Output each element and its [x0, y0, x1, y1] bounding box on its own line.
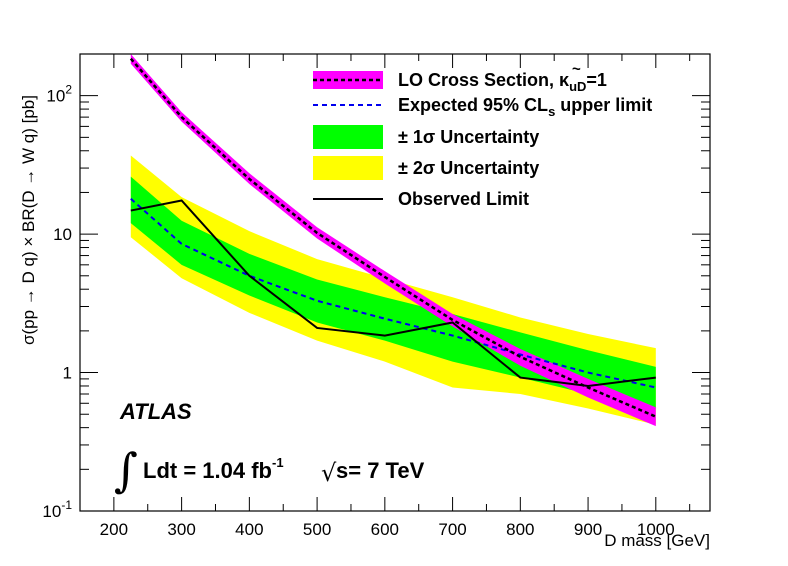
experiment-label: ATLAS — [119, 399, 192, 424]
legend: LO Cross Section, κuD=1~Expected 95% CLs… — [313, 61, 652, 209]
x-tick-label: 600 — [371, 520, 399, 539]
x-tick-label: 500 — [303, 520, 331, 539]
lo-cross-section-band — [130, 54, 656, 427]
x-tick-label: 900 — [574, 520, 602, 539]
y-tick-base: 10 — [42, 502, 61, 521]
x-tick-label: 300 — [167, 520, 195, 539]
energy-label: s= 7 TeV — [336, 458, 425, 483]
legend-label-text: ± 2σ Uncertainty — [398, 158, 539, 178]
legend-label-subscript: s — [548, 104, 555, 119]
x-tick-label: 800 — [506, 520, 534, 539]
y-tick-label: 10 — [53, 225, 72, 244]
x-tick-label: 700 — [438, 520, 466, 539]
legend-label-text: ± 1σ Uncertainty — [398, 127, 539, 147]
legend-label-observed: Observed Limit — [398, 189, 529, 209]
observed-limit-line — [130, 199, 656, 387]
expected-limit-line — [130, 198, 657, 389]
legend-label-suffix: =1 — [586, 70, 607, 90]
lines-layer — [129, 57, 657, 418]
luminosity-prefix: Ldt = 1.04 fb — [143, 458, 272, 483]
legend-label-text: Expected 95% CL — [398, 95, 548, 115]
y-tick-exponent: -1 — [61, 498, 72, 512]
y-tick-base: 10 — [46, 87, 65, 106]
legend-label-subscript: uD — [569, 79, 586, 94]
legend-label-text: Observed Limit — [398, 189, 529, 209]
y-tick-label: 102 — [46, 83, 72, 106]
x-tick-label: 1000 — [637, 520, 675, 539]
y-tick-exponent: 2 — [65, 83, 72, 97]
x-tick-label: 200 — [100, 520, 128, 539]
one-sigma-band — [130, 176, 656, 409]
legend-swatch-one-sigma — [313, 125, 383, 149]
integral-sign: ∫ — [114, 443, 138, 497]
legend-kappa-tilde: ~ — [572, 61, 581, 78]
legend-label-text: LO Cross Section, κ — [398, 70, 570, 90]
sqrt-sign: √ — [321, 459, 337, 487]
y-tick-label: 1 — [63, 364, 72, 383]
y-tick-base: 10 — [53, 225, 72, 244]
legend-label-lo: LO Cross Section, κuD=1 — [398, 70, 607, 94]
luminosity-exponent: -1 — [272, 455, 284, 470]
y-axis-title: σ(pp → D q) × BR(D → W q) [pb] — [19, 95, 38, 345]
legend-label-suffix: upper limit — [555, 95, 652, 115]
y-tick-base: 1 — [63, 364, 72, 383]
legend-swatch-two-sigma — [313, 156, 383, 180]
x-tick-label: 400 — [235, 520, 263, 539]
legend-label-two_sigma: ± 2σ Uncertainty — [398, 158, 539, 178]
lo-cross-section-line — [129, 57, 657, 418]
plot-frame — [79, 53, 711, 512]
legend-label-one_sigma: ± 1σ Uncertainty — [398, 127, 539, 147]
luminosity-label: Ldt = 1.04 fb-1 — [143, 455, 284, 483]
x-axis-title: D mass [GeV] — [604, 531, 710, 550]
legend-label-expected: Expected 95% CLs upper limit — [398, 95, 652, 119]
y-tick-label: 10-1 — [42, 498, 72, 521]
